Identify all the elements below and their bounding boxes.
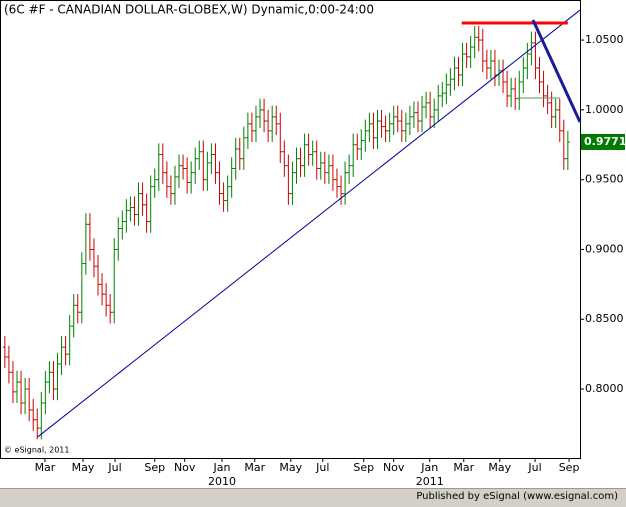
y-tick-label: 1.0500: [585, 33, 624, 46]
last-price-box: [581, 133, 625, 150]
trendline: [37, 9, 581, 438]
x-tick-label: Sep: [353, 461, 374, 474]
x-tick-label: Nov: [383, 461, 405, 474]
x-tick-label: Mar: [453, 461, 474, 474]
x-tick-label: Mar: [35, 461, 56, 474]
chart: (6C #F - CANADIAN DOLLAR-GLOBEX,W) Dynam…: [0, 0, 626, 488]
x-tick-label: May: [488, 461, 511, 474]
year-label: 2011: [416, 475, 444, 488]
year-label: 2010: [208, 475, 236, 488]
x-tick-label: May: [279, 461, 302, 474]
y-tick-label: 0.8000: [585, 382, 624, 395]
x-tick-label: Jan: [212, 461, 230, 474]
background: [0, 0, 626, 488]
x-tick-label: Jul: [107, 461, 121, 474]
x-tick-label: May: [72, 461, 95, 474]
y-tick-label: 0.9500: [585, 173, 624, 186]
x-tick-label: Jul: [315, 461, 329, 474]
copyright: © eSignal, 2011: [4, 446, 69, 455]
x-tick-label: Sep: [144, 461, 165, 474]
x-tick-label: Jan: [420, 461, 438, 474]
x-tick-label: Nov: [174, 461, 196, 474]
footer-bar: Published by eSignal (www.esignal.com): [0, 488, 626, 507]
y-tick-label: 0.8500: [585, 312, 624, 325]
trendline: [531, 19, 582, 123]
y-tick-label: 0.9000: [585, 242, 624, 255]
last-price-label: 0.9771: [584, 135, 626, 148]
x-tick-label: Jul: [527, 461, 541, 474]
y-tick-label: 1.0000: [585, 103, 624, 116]
x-tick-label: Mar: [244, 461, 265, 474]
footer-text: Published by eSignal (www.esignal.com): [416, 491, 618, 502]
x-tick-label: Sep: [559, 461, 580, 474]
chart-title: (6C #F - CANADIAN DOLLAR-GLOBEX,W) Dynam…: [4, 3, 374, 17]
